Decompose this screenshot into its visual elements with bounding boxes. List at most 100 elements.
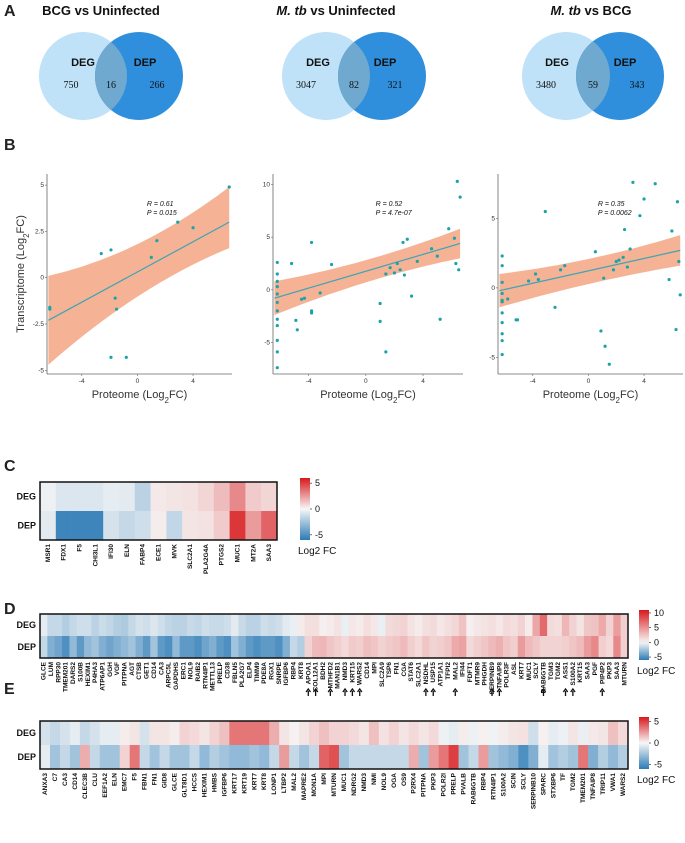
heatmap-cell (98, 636, 107, 659)
y-tick-label: 5 (266, 234, 270, 241)
heatmap-cell (198, 482, 215, 512)
gene-label: NMD3 (361, 773, 368, 792)
data-point (109, 355, 113, 359)
heatmap-cell (598, 636, 607, 659)
colorbar-tick-label: 10 (654, 608, 664, 618)
data-point (309, 240, 314, 245)
data-point (553, 305, 557, 309)
heatmap-cell (444, 614, 452, 637)
gene-label: MT2A (250, 544, 257, 562)
heatmap-cell (289, 745, 300, 770)
heatmap-cell (249, 721, 260, 746)
heatmap-cell (182, 482, 199, 512)
heatmap-cell (194, 636, 202, 659)
scatter-mtb-vs-uninfected: -4 0 4 -5 0 5 10 R = 0.52 P = 4.7e-07 Proteome (L… (263, 174, 463, 405)
heatmap-cell (279, 721, 290, 746)
colorbar-label: Log2 FC (637, 775, 675, 786)
heatmap-cell (319, 636, 327, 659)
gene-label: MAL2 (291, 773, 298, 791)
heatmap-cell (319, 745, 330, 770)
data-point (543, 209, 547, 214)
gene-label: SPARC (540, 773, 547, 796)
data-point (603, 344, 607, 348)
data-point (429, 247, 434, 251)
colorbar-label: Log2 FC (637, 666, 675, 677)
heatmap-cell (488, 721, 499, 746)
heatmap-cell (179, 745, 190, 770)
heatmap-cell (150, 511, 167, 541)
heatmap-cell (326, 614, 335, 637)
data-point (289, 261, 294, 266)
data-point (667, 277, 671, 282)
heatmap-cell (495, 614, 504, 637)
heatmap-cell (189, 721, 200, 746)
confidence-band (499, 235, 681, 308)
data-point (227, 185, 231, 189)
heatmap-cell (538, 745, 549, 770)
heatmap-cell (448, 745, 459, 770)
heatmap-cell (341, 614, 349, 637)
y-tick-label: -2.5 (33, 321, 45, 328)
data-point (500, 332, 504, 336)
gene-label: WARS2 (357, 662, 364, 686)
heatmap-cell (229, 482, 246, 512)
up-arrow-icon (496, 687, 503, 696)
panel-letter-b: B (4, 137, 16, 154)
data-point (563, 264, 567, 268)
panel-letter-a: A (4, 3, 16, 20)
heatmap-cell (150, 614, 158, 637)
data-point (558, 268, 563, 272)
data-point (402, 273, 407, 277)
heatmap-cell (458, 721, 469, 746)
heatmap-cell (547, 636, 555, 659)
data-point (533, 272, 538, 276)
heatmap-cell (488, 614, 496, 637)
gene-label: KRT19 (241, 773, 248, 794)
colorbar-tick-label: 0 (654, 637, 659, 647)
y-tick-label: -5 (264, 339, 270, 346)
heatmap-cell (569, 614, 577, 637)
gene-label: TGM2 (555, 662, 562, 680)
gene-label: MAN1B1 (335, 662, 342, 689)
heatmap-cell (358, 745, 370, 770)
heatmap-row-label: DEP (17, 642, 36, 652)
gene-label: HCCS (191, 772, 198, 791)
heatmap-cell (422, 614, 430, 637)
gene-label: PDE8A (261, 662, 268, 684)
heatmap-cell (458, 614, 467, 637)
gene-label: STXBP6 (550, 773, 557, 799)
data-point (401, 240, 405, 245)
overlap-count: 16 (106, 80, 116, 91)
gene-label: PGF (592, 662, 599, 675)
heatmap-cell (76, 636, 85, 659)
r-value: R = 0.61 (147, 201, 174, 208)
heatmap-cell (538, 721, 549, 746)
gene-label: HEXIM1 (85, 662, 92, 687)
gene-label: MUC1 (526, 662, 533, 681)
heatmap-cell (91, 636, 100, 659)
heatmap-cell (598, 614, 607, 637)
heatmap-cell (578, 745, 589, 770)
gene-label: MAPRE2 (301, 773, 308, 800)
heatmap-cell (87, 511, 104, 541)
data-point (275, 338, 279, 342)
panel-letter-d: D (4, 601, 16, 618)
heatmap-cell (219, 745, 230, 770)
data-point (275, 285, 279, 289)
gene-label: KRT17 (231, 773, 238, 794)
heatmap-cell (370, 614, 379, 637)
data-point (395, 261, 399, 266)
heatmap-cell (548, 721, 559, 746)
heatmap-cell (209, 721, 220, 746)
heatmap-cell (69, 745, 81, 770)
data-point (678, 293, 682, 297)
heatmap-cell (166, 482, 183, 512)
heatmap-cell (99, 721, 111, 746)
gene-label: MUC1 (341, 773, 348, 792)
heatmap-cell (223, 614, 232, 637)
heatmap-cell (275, 636, 283, 659)
gene-label: P2RX4 (411, 773, 418, 794)
heatmap-cell (473, 636, 482, 659)
y-tick-label: 0 (40, 275, 44, 282)
up-arrow-icon (540, 687, 547, 696)
